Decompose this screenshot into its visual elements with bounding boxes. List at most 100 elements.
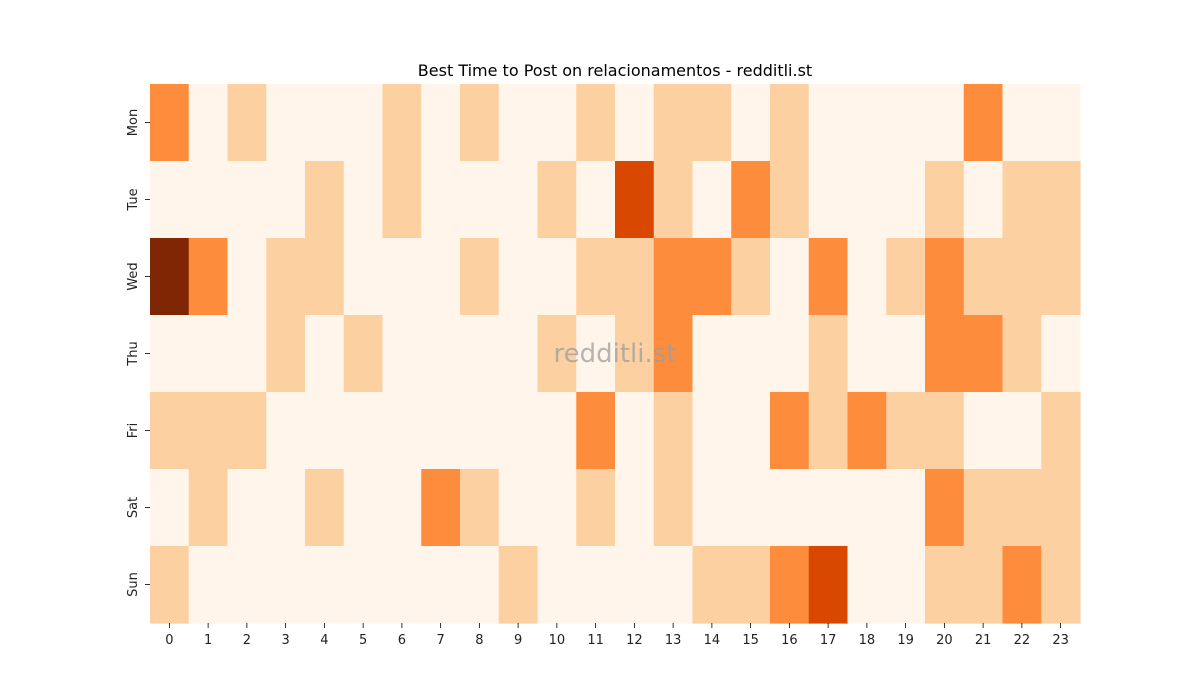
heatmap-cell-sat-5 [343, 469, 384, 547]
x-tick-label: 9 [514, 633, 522, 648]
heatmap-cell-sat-19 [886, 469, 926, 547]
heatmap-cell-mon-12 [615, 84, 655, 162]
x-tick-label: 6 [398, 633, 406, 648]
heatmap-cell-wed-4 [305, 238, 345, 316]
heatmap-cell-mon-1 [188, 84, 229, 162]
heatmap-cell-fri-13 [653, 392, 694, 470]
heatmap-cell-sat-23 [1041, 469, 1081, 547]
x-tick-label: 22 [1014, 633, 1031, 648]
heatmap-cell-sun-3 [266, 546, 306, 624]
heatmap-cell-thu-9 [498, 315, 539, 393]
x-tick-label: 7 [436, 633, 444, 648]
heatmap-cell-thu-10 [537, 315, 577, 393]
heatmap-cell-mon-13 [653, 84, 694, 162]
heatmap-cell-sat-8 [460, 469, 500, 547]
heatmap-cell-sat-4 [305, 469, 345, 547]
heatmap-cell-thu-20 [925, 315, 965, 393]
heatmap-cell-thu-19 [886, 315, 926, 393]
heatmap-cell-fri-2 [227, 392, 267, 470]
heatmap-cell-fri-5 [343, 392, 384, 470]
x-tick-label: 3 [281, 633, 289, 648]
heatmap-cell-thu-4 [305, 315, 345, 393]
heatmap-cell-sat-2 [227, 469, 267, 547]
heatmap-cell-sun-6 [382, 546, 422, 624]
watermark: redditli.st [554, 339, 677, 369]
x-tick-label: 21 [975, 633, 992, 648]
heatmap-cell-sat-3 [266, 469, 306, 547]
heatmap-cell-tue-11 [576, 161, 616, 239]
heatmap-cell-thu-23 [1041, 315, 1081, 393]
x-tick-label: 8 [475, 633, 483, 648]
heatmap-cell-wed-20 [925, 238, 965, 316]
heatmap-cell-sat-12 [615, 469, 655, 547]
heatmap-cell-mon-14 [692, 84, 732, 162]
heatmap-cell-mon-15 [731, 84, 771, 162]
heatmap-cell-thu-2 [227, 315, 267, 393]
heatmap-cell-sun-2 [227, 546, 267, 624]
heatmap-cell-tue-5 [343, 161, 384, 239]
heatmap-cell-sun-19 [886, 546, 926, 624]
heatmap-cell-sat-6 [382, 469, 422, 547]
heatmap-cell-wed-7 [421, 238, 461, 316]
heatmap-cell-sun-10 [537, 546, 577, 624]
heatmap-cell-wed-3 [266, 238, 306, 316]
heatmap-cell-mon-22 [1002, 84, 1042, 162]
heatmap-cell-wed-11 [576, 238, 616, 316]
heatmap-cell-thu-14 [692, 315, 732, 393]
heatmap-cell-sun-14 [692, 546, 732, 624]
y-tick-label: Thu [126, 341, 141, 366]
heatmap-cell-sun-16 [770, 546, 810, 624]
heatmap-cell-mon-19 [886, 84, 926, 162]
x-tick-label: 13 [665, 633, 682, 648]
heatmap-cell-sat-7 [421, 469, 461, 547]
heatmap-cell-sat-14 [692, 469, 732, 547]
heatmap-cell-sat-15 [731, 469, 771, 547]
x-tick-label: 4 [320, 633, 328, 648]
heatmap-cell-tue-15 [731, 161, 771, 239]
heatmap-cell-tue-14 [692, 161, 732, 239]
heatmap-cell-fri-20 [925, 392, 965, 470]
heatmap-cell-mon-6 [382, 84, 422, 162]
heatmap-cell-mon-21 [963, 84, 1004, 162]
heatmap-cell-mon-20 [925, 84, 965, 162]
heatmap-cell-fri-3 [266, 392, 306, 470]
heatmap-cell-wed-14 [692, 238, 732, 316]
heatmap-cell-thu-12 [615, 315, 655, 393]
heatmap-cell-fri-9 [498, 392, 539, 470]
heatmap-cell-thu-16 [770, 315, 810, 393]
heatmap-cell-mon-10 [537, 84, 577, 162]
heatmap-cell-sun-5 [343, 546, 384, 624]
x-tick-label: 2 [243, 633, 251, 648]
y-tick-label: Wed [126, 262, 141, 290]
heatmap-cell-sun-12 [615, 546, 655, 624]
y-tick-label: Tue [126, 188, 141, 211]
heatmap-cell-sat-11 [576, 469, 616, 547]
heatmap-cell-mon-2 [227, 84, 267, 162]
heatmap-cell-mon-5 [343, 84, 384, 162]
heatmap-cell-fri-21 [963, 392, 1004, 470]
heatmap-cell-mon-0 [150, 84, 190, 162]
heatmap-cell-thu-18 [847, 315, 887, 393]
heatmap-cell-sat-13 [653, 469, 694, 547]
heatmap-cell-mon-18 [847, 84, 887, 162]
heatmap-cell-tue-6 [382, 161, 422, 239]
heatmap-cell-thu-11 [576, 315, 616, 393]
heatmap-cell-fri-17 [808, 392, 849, 470]
heatmap-cell-tue-13 [653, 161, 694, 239]
x-axis-ticks: 0 1 2 3 4 5 6 7 8 9 10 11 12 13 14 15 16 17 18 19 20 21 22 23 [165, 623, 1069, 648]
heatmap-cell-fri-12 [615, 392, 655, 470]
heatmap-cell-fri-11 [576, 392, 616, 470]
heatmap-cell-wed-9 [498, 238, 539, 316]
heatmap-cell-tue-4 [305, 161, 345, 239]
heatmap-cell-wed-17 [808, 238, 849, 316]
heatmap-cell-tue-0 [150, 161, 190, 239]
x-tick-label: 12 [626, 633, 643, 648]
heatmap-cell-wed-22 [1002, 238, 1042, 316]
heatmap-cell-tue-16 [770, 161, 810, 239]
heatmap-cell-thu-1 [188, 315, 229, 393]
x-tick-label: 5 [359, 633, 367, 648]
heatmap-cell-mon-7 [421, 84, 461, 162]
heatmap-cell-wed-15 [731, 238, 771, 316]
y-tick-label: Sun [126, 572, 141, 597]
heatmap-cell-mon-23 [1041, 84, 1081, 162]
